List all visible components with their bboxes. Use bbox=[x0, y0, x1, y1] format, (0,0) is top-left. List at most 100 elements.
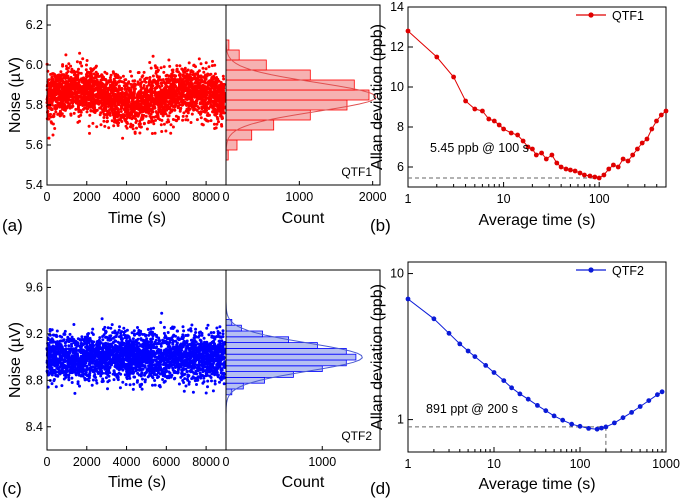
panel-a-point bbox=[141, 91, 145, 95]
panel-a-point bbox=[108, 76, 112, 80]
panel-a-point bbox=[213, 127, 217, 130]
panel-a-point bbox=[178, 74, 182, 77]
panel-a-point bbox=[205, 113, 209, 117]
panel-a-point bbox=[81, 107, 85, 111]
panel-a-point bbox=[88, 131, 91, 135]
panel-a-point bbox=[98, 100, 102, 104]
panel-a-point bbox=[55, 96, 59, 100]
panel-c-point bbox=[63, 332, 67, 336]
panel-a-point bbox=[93, 111, 97, 114]
panel-a-point bbox=[105, 116, 109, 120]
panel-b-xtick-label: 1 bbox=[405, 192, 412, 206]
panel-c-point bbox=[160, 311, 164, 315]
panel-a-point bbox=[194, 77, 198, 81]
panel-a-point bbox=[140, 110, 143, 114]
panel-a-point bbox=[87, 124, 91, 128]
panel-a-point bbox=[200, 89, 204, 93]
panel-a-point bbox=[50, 98, 54, 102]
panel-a-point bbox=[140, 96, 144, 100]
panel-a-point bbox=[213, 83, 217, 87]
panel-a-point bbox=[175, 69, 179, 73]
panel-a-point bbox=[148, 76, 152, 79]
panel-a-point bbox=[156, 75, 159, 79]
panel-a-point bbox=[89, 73, 93, 77]
panel-a-point bbox=[147, 90, 151, 93]
panel-b-point bbox=[533, 152, 539, 158]
panel-a-point bbox=[94, 94, 98, 98]
panel-a-point bbox=[65, 89, 68, 93]
panel-a-point bbox=[173, 94, 177, 98]
panel-a-point bbox=[124, 117, 128, 121]
panel-a-point bbox=[204, 103, 208, 107]
panel-a-point bbox=[197, 57, 201, 61]
panel-c-point bbox=[73, 391, 77, 395]
panel-a-point bbox=[124, 98, 128, 102]
panel-a-point bbox=[58, 92, 62, 96]
panel-a-point bbox=[140, 116, 144, 120]
panel-a-point bbox=[146, 98, 150, 102]
panel-a-point bbox=[154, 110, 158, 114]
panel-a-point bbox=[164, 85, 168, 89]
panel-a-point bbox=[47, 117, 51, 121]
panel-a-point bbox=[210, 104, 214, 108]
panel-a-point bbox=[159, 108, 163, 112]
panel-a-point bbox=[99, 81, 103, 85]
panel-a-point bbox=[143, 88, 147, 92]
panel-a-point bbox=[168, 64, 172, 68]
panel-b-point bbox=[582, 172, 587, 178]
panel-a-point bbox=[151, 74, 155, 78]
panel-c-point bbox=[149, 327, 153, 331]
panel-a-point bbox=[162, 65, 166, 69]
panel-b-point bbox=[515, 132, 520, 138]
panel-a-point bbox=[217, 120, 220, 124]
panel-c-point bbox=[206, 385, 209, 389]
panel-a-point bbox=[182, 111, 186, 115]
panel-a-point bbox=[62, 73, 66, 77]
panel-a-point bbox=[173, 101, 177, 105]
panel-a-point bbox=[181, 103, 185, 107]
panel-a-point bbox=[175, 97, 179, 101]
panel-b-point bbox=[615, 164, 621, 170]
panel-b-point bbox=[543, 156, 549, 162]
panel-a-point bbox=[203, 76, 207, 80]
panel-a-point bbox=[219, 113, 223, 117]
panel-a-point bbox=[130, 85, 134, 89]
panel-c-point bbox=[72, 323, 76, 326]
panel-a-point bbox=[145, 102, 149, 106]
panel-a-point bbox=[166, 91, 170, 95]
panel-a-hist-bar bbox=[225, 69, 311, 81]
panel-a-point bbox=[78, 51, 82, 55]
panel-a-point bbox=[85, 79, 89, 83]
panel-a-point bbox=[178, 64, 182, 68]
panel-a-point bbox=[77, 67, 80, 71]
panel-a-point bbox=[59, 113, 63, 117]
panel-a-point bbox=[76, 102, 80, 106]
panel-a-point bbox=[203, 108, 207, 112]
panel-a-point bbox=[136, 82, 140, 86]
panel-a-point bbox=[47, 78, 51, 82]
panel-a-xtick-label: 2000 bbox=[73, 190, 101, 204]
panel-a-point bbox=[180, 84, 184, 88]
panel-b-point bbox=[480, 108, 485, 114]
panel-b-ytick-label: 12 bbox=[390, 40, 404, 54]
panel-a-point bbox=[50, 79, 54, 82]
panel-a-point bbox=[139, 106, 143, 109]
panel-a-point bbox=[109, 80, 113, 84]
panel-a-point bbox=[52, 114, 56, 118]
panel-a-point bbox=[143, 79, 146, 83]
panel-a-ytick-label: 6.2 bbox=[26, 18, 43, 32]
panel-c-point bbox=[221, 329, 225, 333]
panel-b-point bbox=[463, 98, 468, 104]
panel-a-point bbox=[156, 114, 160, 117]
panel-a-point bbox=[198, 92, 202, 96]
panel-a-point bbox=[205, 93, 209, 97]
panel-a-point bbox=[210, 80, 214, 83]
panel-a-point bbox=[156, 117, 160, 120]
panel-c-point bbox=[191, 390, 195, 394]
panel-a-point bbox=[159, 78, 163, 82]
panel-c-point bbox=[189, 327, 193, 331]
panel-c-point bbox=[60, 384, 64, 388]
panel-a-point bbox=[88, 102, 92, 106]
panel-a-point bbox=[188, 91, 192, 95]
panel-b-point bbox=[508, 130, 514, 136]
